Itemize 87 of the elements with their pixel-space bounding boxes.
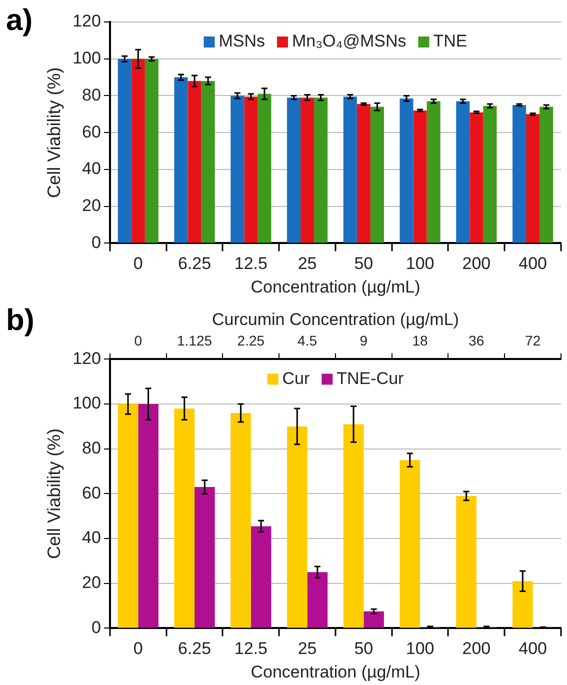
x2-axis-title: Curcumin Concentration (µg/mL) [212,310,459,329]
y-tick-label: 60 [82,122,101,142]
x-tick-label: 50 [354,639,374,658]
text: 18 [412,332,428,349]
bar [400,98,414,243]
bar [540,106,554,243]
x-tick-label: 12.5 [234,254,268,274]
bar [307,572,328,628]
bar [413,110,427,243]
y-tick-label: 80 [82,438,101,458]
bar [138,404,158,628]
bar [118,404,138,628]
bar [230,413,251,628]
legend-label: Cur [282,368,310,388]
x-tick-label: 50 [354,254,374,274]
text: 2.25 [237,332,265,349]
x-tick-label: 0 [133,254,143,274]
x-tick-label: 6.25 [178,254,212,274]
y-tick-label: 20 [82,196,101,216]
bar [343,96,357,243]
bar [201,80,215,243]
bar [250,526,272,628]
y-tick-label: 40 [82,159,101,178]
legend-label: Mn₃O₄@MSNs [292,32,406,51]
y-tick-label: 100 [72,48,101,68]
bar [188,80,202,243]
bar [286,98,301,243]
bar [300,98,314,243]
x-tick-label: 100 [406,639,434,658]
bar [512,581,533,628]
bar [144,58,158,243]
x-axis-title: Concentration (µg/mL) [250,277,420,296]
text: 1.125 [177,332,212,349]
text: 0 [134,332,142,349]
y-tick-label: 120 [72,348,101,368]
bar [343,424,364,628]
bar [131,58,145,243]
x-tick-label: 100 [406,254,434,274]
legend-label: TNE [433,32,468,51]
x-tick-label: 25 [298,254,317,274]
chart-title: b) [6,304,34,338]
y-tick-label: 60 [82,483,101,502]
x-tick-label: 6.25 [178,639,212,658]
bar [244,96,258,243]
x-axis-title: Concentration (µg/mL) [250,662,420,682]
bar [456,496,476,628]
bar [118,58,132,243]
y-axis-title: Cell Viability (%) [44,428,64,560]
bar [314,98,328,243]
legend-label: TNE-Cur [336,368,404,388]
text: 72 [525,332,541,349]
x-tick-label: 25 [298,639,317,658]
y-tick-label: 20 [82,573,101,592]
text: 36 [468,332,484,349]
bar [364,611,384,628]
bar [370,106,384,243]
bar [230,96,244,243]
y-axis-title: Cell Viability (%) [44,67,64,198]
y-tick-label: 0 [91,232,101,252]
text: 9 [360,332,368,349]
bar [456,101,470,243]
chart-title: a) [6,4,33,38]
y-tick-label: 0 [91,618,101,637]
x-tick-label: 200 [462,639,491,658]
bar [194,486,215,628]
bar [400,460,420,628]
bar [356,104,370,243]
bar [512,104,526,243]
bar [470,112,484,243]
text: 4.5 [298,332,318,349]
x-tick-label: 400 [518,639,547,658]
y-tick-label: 80 [82,85,101,104]
y-tick-label: 120 [72,12,101,31]
bar [286,426,308,628]
x-tick-label: 0 [133,639,143,658]
y-tick-label: 100 [72,394,101,413]
legend-label: MSNs [218,32,266,51]
x-tick-label: 12.5 [234,639,268,658]
y-tick-label: 40 [82,528,101,548]
bar [258,94,272,243]
x-tick-label: 400 [518,254,547,274]
bar [174,408,195,628]
bar [426,101,440,243]
bar [526,114,540,243]
x-tick-label: 200 [462,254,491,274]
bar [483,106,497,243]
bar [174,77,188,243]
